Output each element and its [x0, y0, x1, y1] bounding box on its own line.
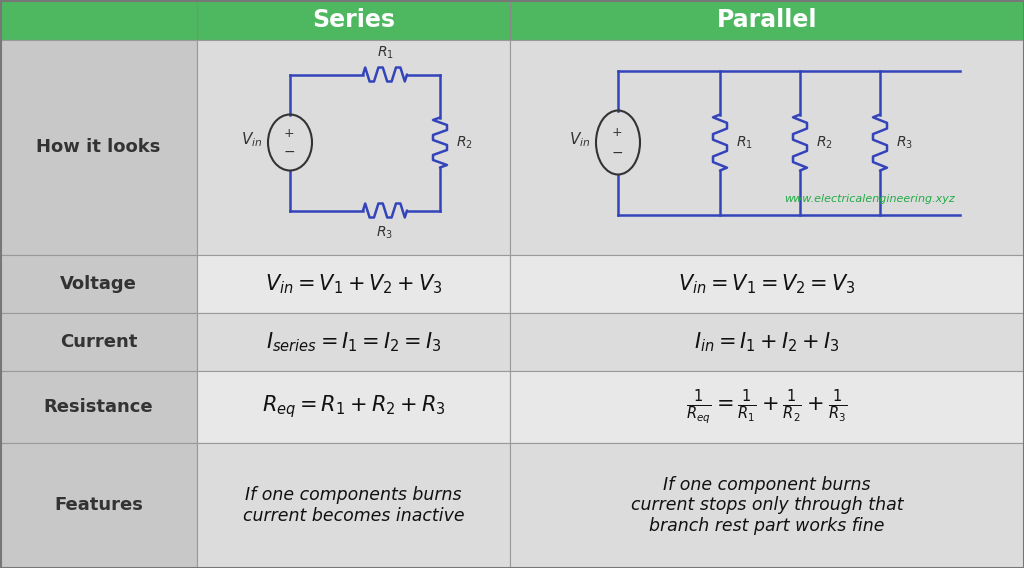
Bar [0, 443, 197, 568]
Text: If one component burns
current stops only through that
branch rest part works fi: If one component burns current stops onl… [631, 476, 903, 535]
Text: If one components burns
current becomes inactive: If one components burns current becomes … [243, 486, 464, 525]
Bar [0, 371, 197, 443]
Text: $I_{series} = I_1 = I_2 = I_3$: $I_{series} = I_1 = I_2 = I_3$ [266, 330, 441, 354]
Text: How it looks: How it looks [36, 139, 161, 157]
Bar [510, 443, 1024, 568]
Bar [197, 371, 510, 443]
Text: +: + [284, 127, 294, 140]
Text: $V_{in}$: $V_{in}$ [568, 130, 590, 149]
Bar [510, 313, 1024, 371]
Text: $R_1$: $R_1$ [736, 134, 753, 151]
Text: $R_2$: $R_2$ [816, 134, 833, 151]
Text: Resistance: Resistance [44, 398, 154, 416]
Bar [0, 255, 197, 313]
Text: Current: Current [59, 333, 137, 351]
Text: $R_1$: $R_1$ [377, 44, 393, 61]
Text: $R_2$: $R_2$ [456, 134, 473, 151]
Text: −: − [284, 144, 295, 158]
Bar [510, 40, 1024, 255]
Bar [197, 255, 510, 313]
Text: Features: Features [54, 496, 143, 515]
Text: $V_{in} = V_1 = V_2 = V_3$: $V_{in} = V_1 = V_2 = V_3$ [678, 272, 856, 296]
Text: $I_{in} = I_1 + I_2 + I_3$: $I_{in} = I_1 + I_2 + I_3$ [694, 330, 840, 354]
Text: +: + [611, 126, 623, 139]
Bar [0, 0, 197, 40]
Bar [0, 313, 197, 371]
Text: $V_{in} = V_1 + V_2 + V_3$: $V_{in} = V_1 + V_2 + V_3$ [264, 272, 442, 296]
Bar [197, 0, 510, 40]
Text: $R_3$: $R_3$ [896, 134, 913, 151]
Bar [197, 313, 510, 371]
Text: $R_3$: $R_3$ [377, 224, 393, 241]
Text: $\frac{1}{R_{eq}} = \frac{1}{R_1} + \frac{1}{R_2} + \frac{1}{R_3}$: $\frac{1}{R_{eq}} = \frac{1}{R_1} + \fra… [686, 387, 848, 427]
Text: −: − [611, 145, 623, 160]
Text: $R_{eq} = R_1 + R_2 + R_3$: $R_{eq} = R_1 + R_2 + R_3$ [262, 394, 445, 420]
Bar [0, 40, 197, 255]
Bar [510, 255, 1024, 313]
Text: $V_{in}$: $V_{in}$ [241, 130, 262, 149]
Text: Voltage: Voltage [60, 275, 137, 293]
Text: Parallel: Parallel [717, 8, 817, 32]
Bar [510, 0, 1024, 40]
Bar [510, 371, 1024, 443]
Bar [197, 443, 510, 568]
Bar [197, 40, 510, 255]
Text: Series: Series [312, 8, 395, 32]
Text: www.electricalengineering.xyz: www.electricalengineering.xyz [784, 194, 955, 204]
